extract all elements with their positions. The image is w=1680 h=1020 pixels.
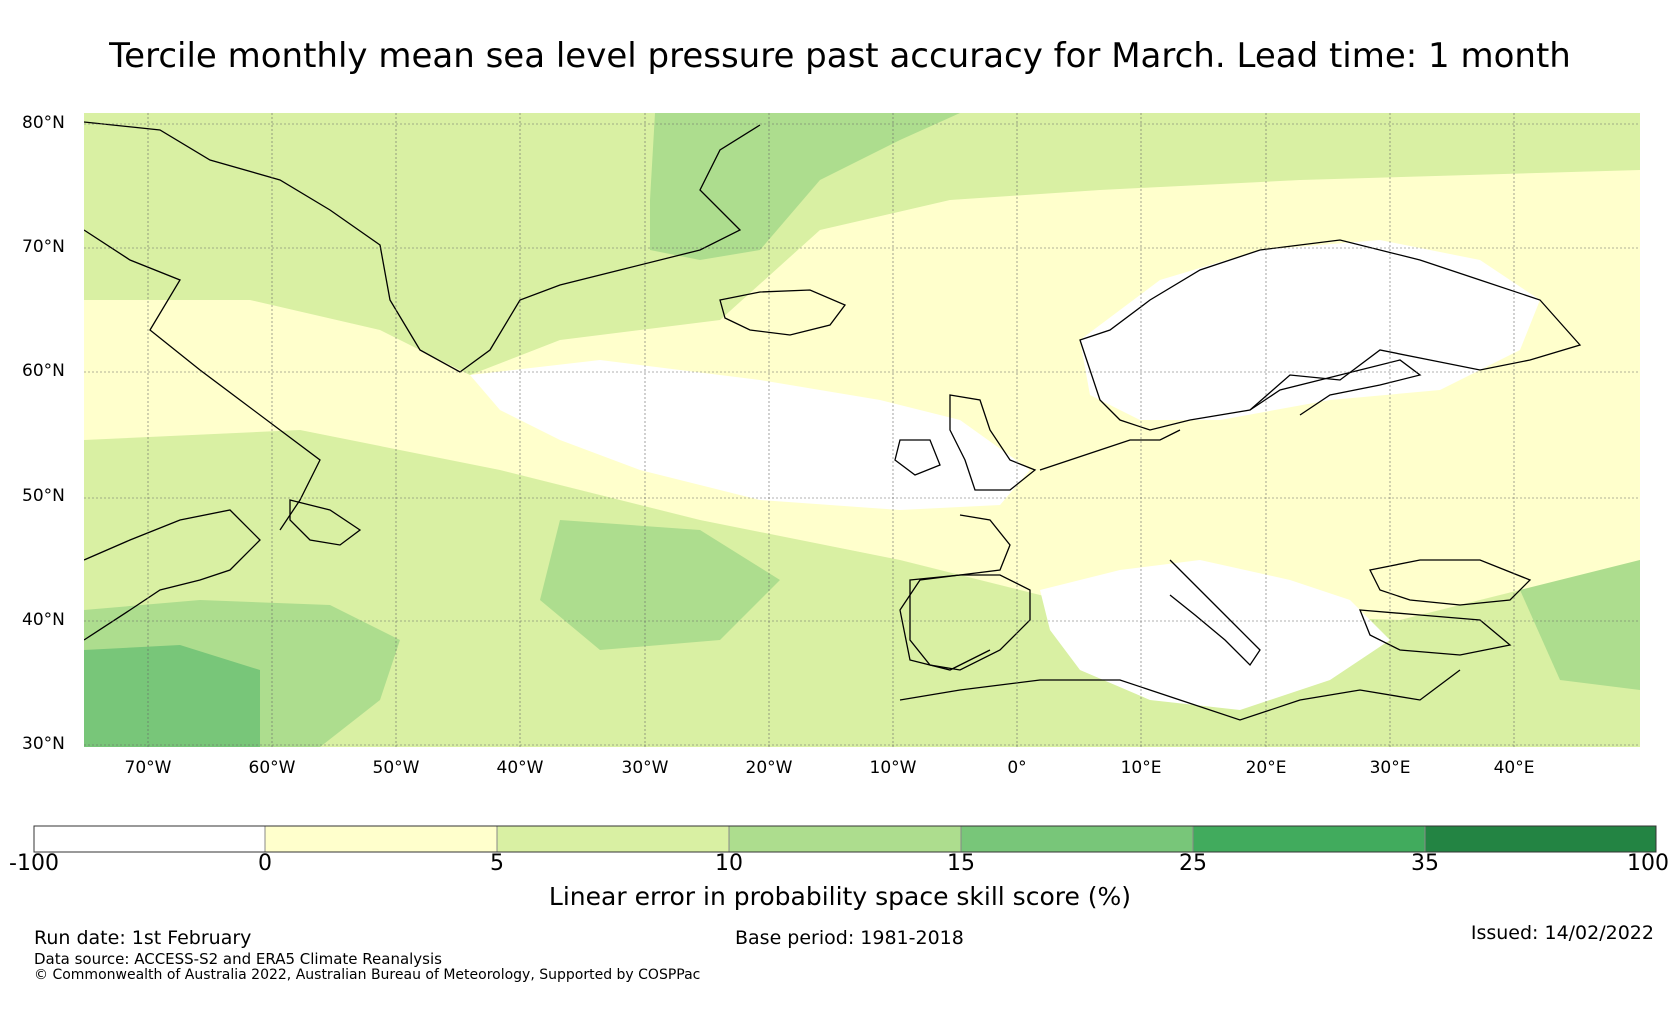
coast-newfoundland (289, 499, 362, 546)
region-scandinavia (1080, 240, 1540, 420)
colorbar-tick-35: 35 (1411, 851, 1439, 876)
colorbar-segment-4 (961, 826, 1193, 852)
colorbar-segment-1 (265, 826, 497, 852)
coast-greenland (84, 121, 761, 373)
region-east-mediterranean (1520, 560, 1640, 690)
coast-turkey (1359, 609, 1512, 656)
lon-label-50w: 50°W (372, 758, 420, 778)
colorbar (33, 825, 1657, 853)
lat-label-50n: 50°N (22, 486, 65, 506)
lon-label-10w: 10°W (869, 758, 917, 778)
coast-baltic (1249, 359, 1422, 416)
lon-label-10e: 10°E (1120, 758, 1162, 778)
colorbar-tick-100: 100 (1627, 851, 1669, 876)
graticule (84, 113, 1640, 747)
lat-label-40n: 40°N (22, 610, 65, 630)
colorbar-tick-0: 0 (258, 851, 272, 876)
colorbar-segment-0 (34, 826, 265, 852)
lon-label-40w: 40°W (496, 758, 544, 778)
coast-iberia (909, 574, 1031, 671)
copyright: © Commonwealth of Australia 2022, Austra… (34, 967, 701, 983)
chart-title: Tercile monthly mean sea level pressure … (109, 36, 1571, 76)
colorbar-tick-15: 15 (947, 851, 975, 876)
coast-british-isles (894, 394, 1037, 491)
colorbar-dividers (264, 826, 1426, 852)
region-greenland (84, 113, 760, 375)
region-mediterranean (1040, 560, 1390, 710)
colorbar-tick-5: 5 (490, 851, 504, 876)
lon-label-0: 0° (1007, 758, 1027, 778)
lon-label-60w: 60°W (248, 758, 296, 778)
coast-iceland (719, 289, 847, 336)
colorbar-segment-6 (1425, 826, 1656, 852)
lon-label-30e: 30°E (1369, 758, 1411, 778)
issued-date: Issued: 14/02/2022 (1470, 922, 1654, 944)
coast-nova-scotia (84, 509, 261, 641)
coast-norway-sweden (1079, 239, 1582, 431)
colorbar-tick-25: 25 (1179, 851, 1207, 876)
colorbar-segment-3 (729, 826, 961, 852)
colorbar-label: Linear error in probability space skill … (548, 882, 1132, 911)
coastlines (84, 121, 1582, 721)
lon-label-70w: 70°W (124, 758, 172, 778)
lat-label-30n: 30°N (22, 734, 65, 754)
lat-label-60n: 60°N (22, 361, 65, 381)
colorbar-tick-10: 10 (715, 851, 743, 876)
lat-label-80n: 80°N (22, 113, 65, 133)
lat-label-70n: 70°N (22, 237, 65, 257)
run-date: Run date: 1st February (34, 927, 252, 949)
colorbar-outline (33, 825, 1657, 853)
lon-label-40e: 40°E (1493, 758, 1535, 778)
colorbar-tick-neg100: -100 (9, 851, 59, 876)
skill-regions (84, 113, 1640, 747)
lon-label-30w: 30°W (621, 758, 669, 778)
region-western-atlantic-core (84, 645, 260, 747)
colorbar-segment-5 (1193, 826, 1425, 852)
region-greenland-east-coast (650, 113, 960, 260)
lon-label-20w: 20°W (745, 758, 793, 778)
region-mid-atlantic-green (540, 520, 780, 650)
base-period: Base period: 1981-2018 (735, 927, 964, 949)
coast-labrador (84, 229, 321, 531)
data-source: Data source: ACCESS-S2 and ERA5 Climate … (34, 950, 442, 968)
lon-label-20e: 20°E (1245, 758, 1287, 778)
colorbar-segment-2 (497, 826, 729, 852)
region-north-atlantic-white-band (470, 360, 1030, 510)
coast-italy (1169, 559, 1261, 667)
